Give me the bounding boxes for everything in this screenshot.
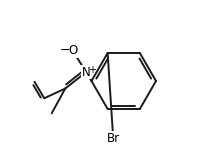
Text: +: + [88,65,96,75]
Text: N: N [82,66,90,78]
Text: O: O [68,45,77,57]
Text: −: − [59,44,69,57]
Text: Br: Br [106,132,119,145]
